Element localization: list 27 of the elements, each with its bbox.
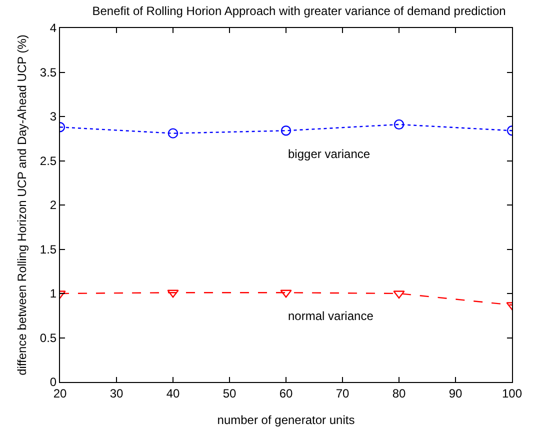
chart-title: Benefit of Rolling Horion Approach with greater variance of demand prediction bbox=[92, 4, 506, 18]
x-tick-label: 70 bbox=[336, 386, 350, 400]
y-tick-label: 0.5 bbox=[40, 330, 57, 345]
y-tick-label: 1.5 bbox=[40, 242, 57, 256]
point bbox=[280, 126, 292, 136]
point bbox=[280, 290, 292, 298]
y-tick-label: 1 bbox=[50, 286, 57, 301]
y-tick-label: 3.5 bbox=[40, 65, 57, 80]
x-tick-label: 40 bbox=[166, 386, 180, 400]
y-axis-title: diffence between Rolling Horizon UCP and Day-Ahead UCP (%) bbox=[15, 34, 29, 376]
x-tick-label: 80 bbox=[392, 386, 406, 400]
y-tick-label: 2.5 bbox=[40, 154, 57, 168]
point bbox=[168, 128, 178, 138]
point bbox=[393, 290, 405, 299]
x-tick-label: 50 bbox=[222, 386, 236, 400]
y-tick-label: 4 bbox=[50, 21, 57, 36]
y-tick-label: 3 bbox=[50, 110, 57, 124]
x-tick-label: 90 bbox=[448, 386, 462, 400]
point bbox=[394, 119, 404, 130]
x-tick-label: 100 bbox=[502, 386, 522, 400]
x-axis-title: number of generator units bbox=[217, 413, 355, 427]
x-tick-label: 30 bbox=[110, 386, 124, 400]
series-label: normal variance bbox=[288, 309, 374, 323]
x-tick-label: 60 bbox=[279, 386, 293, 400]
series-label: bigger variance bbox=[288, 147, 370, 161]
point bbox=[167, 290, 179, 298]
y-tick-label: 2 bbox=[50, 198, 57, 212]
